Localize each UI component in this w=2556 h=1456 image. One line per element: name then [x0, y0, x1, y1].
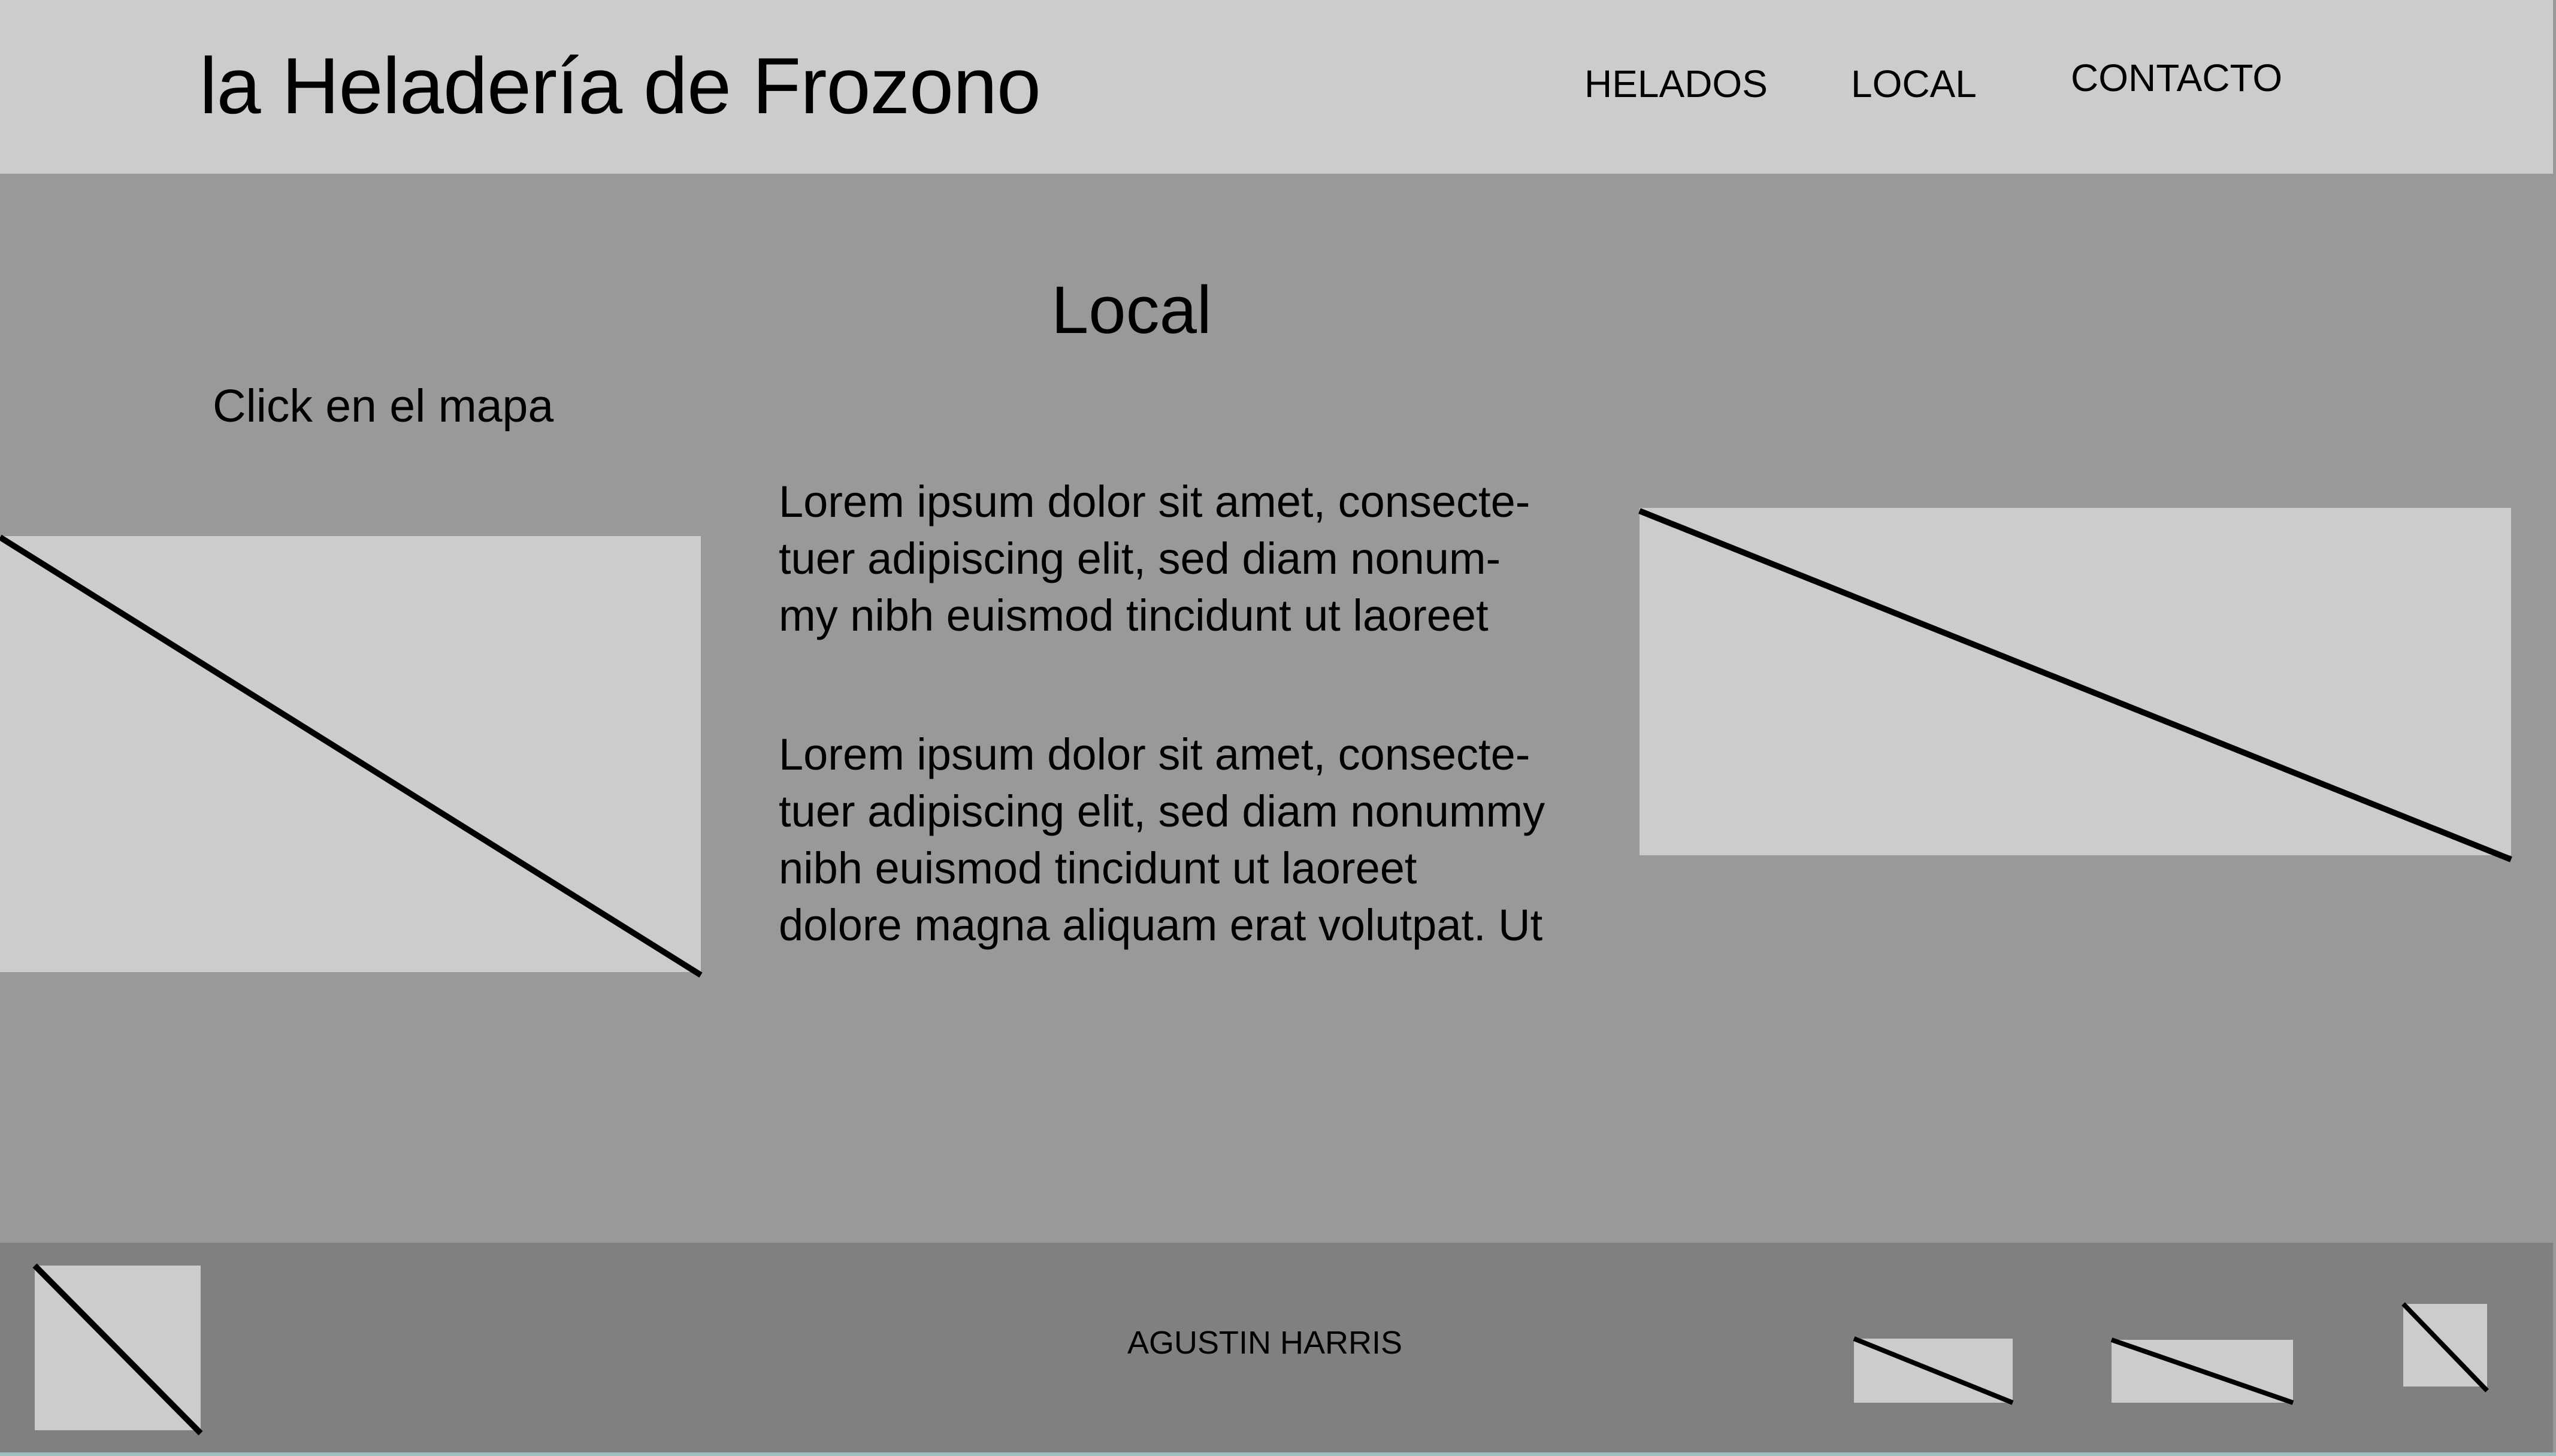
- paragraph-line: nibh euismod tincidunt ut laoreet: [779, 843, 1417, 893]
- image-placeholder-icon: [1853, 1336, 2014, 1405]
- page-bottom-edge: [0, 1452, 2556, 1456]
- image-placeholder-icon: [2401, 1302, 2489, 1393]
- site-header: la Heladería de Frozono HELADOS LOCAL CO…: [0, 0, 2553, 174]
- footer-logo-placeholder: [32, 1263, 203, 1436]
- nav-link-contacto[interactable]: CONTACTO: [2071, 56, 2283, 99]
- paragraph-line: tuer adipiscing elit, sed diam nonum-: [779, 534, 1501, 583]
- paragraph-line: Lorem ipsum dolor sit amet, consecte-: [779, 477, 1530, 526]
- footer-author: AGUSTIN HARRIS: [1127, 1325, 1403, 1361]
- image-placeholder-icon: [2110, 1337, 2294, 1405]
- image-placeholder-icon: [32, 1263, 203, 1436]
- nav-link-local[interactable]: LOCAL: [1851, 62, 1977, 105]
- map-image-placeholder[interactable]: [0, 534, 703, 978]
- paragraph-line: tuer adipiscing elit, sed diam nonummy: [779, 786, 1545, 836]
- description-paragraph-2: Lorem ipsum dolor sit amet, consecte- tu…: [779, 726, 1593, 953]
- social-link-2[interactable]: [2110, 1337, 2294, 1405]
- paragraph-line: my nibh euismod tincidunt ut laoreet: [779, 591, 1489, 640]
- local-image-placeholder: [1638, 508, 2512, 862]
- social-link-1[interactable]: [1853, 1336, 2014, 1405]
- image-placeholder-icon: [1638, 508, 2512, 862]
- page-heading: Local: [1051, 273, 1212, 347]
- image-placeholder-icon: [0, 534, 703, 978]
- map-hint-label: Click en el mapa: [213, 380, 554, 432]
- paragraph-line: dolore magna aliquam erat volutpat. Ut: [779, 900, 1543, 950]
- paragraph-line: Lorem ipsum dolor sit amet, consecte-: [779, 729, 1530, 779]
- social-link-3[interactable]: [2401, 1302, 2489, 1393]
- site-title[interactable]: la Heladería de Frozono: [199, 42, 1041, 131]
- nav-link-helados[interactable]: HELADOS: [1584, 62, 1768, 105]
- description-paragraph-1: Lorem ipsum dolor sit amet, consecte- tu…: [779, 473, 1593, 644]
